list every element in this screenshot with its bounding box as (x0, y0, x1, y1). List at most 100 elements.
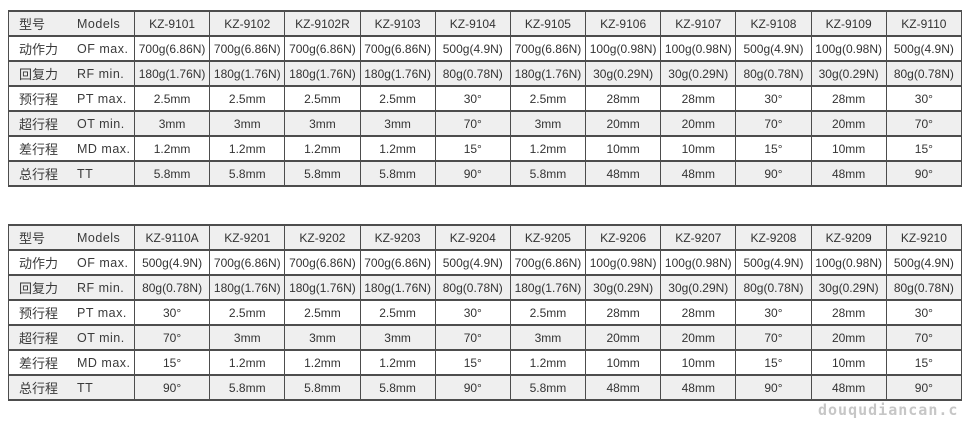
spec-value-cell: 500g(4.9N) (885, 249, 963, 276)
spec-value-cell: 100g(0.98N) (660, 35, 737, 62)
model-header-cell: KZ-9202 (284, 224, 361, 251)
row-label-cn: 总行程 (19, 381, 59, 396)
spec-value-cell: 80g(0.78N) (885, 60, 963, 87)
spec-value-cell: 500g(4.9N) (434, 35, 511, 62)
row-label-en: PT max. (77, 91, 127, 106)
spec-value-cell: 180g(1.76N) (209, 60, 286, 87)
row-label-cn: 型号 (19, 231, 46, 246)
model-header-cell: KZ-9208 (735, 224, 812, 251)
spec-row: 预行程 PT max. 30° 2.5mm 2.5mm 2.5mm 30° 2.5mm 28mm… (8, 299, 963, 326)
row-label-cell: 超行程 OT min. (8, 110, 135, 137)
spec-value-cell: 70° (735, 324, 812, 351)
spec-value-cell: 30g(0.29N) (810, 60, 887, 87)
spec-value-cell: 30° (434, 85, 511, 112)
model-header-cell: KZ-9108 (735, 10, 812, 37)
spec-value-cell: 1.2mm (284, 135, 361, 162)
model-header-cell: KZ-9103 (359, 10, 436, 37)
spec-value-cell: 2.5mm (359, 299, 436, 326)
spec-value-cell: 700g(6.86N) (133, 35, 211, 62)
row-label-en: Models (77, 230, 121, 245)
spec-value-cell: 500g(4.9N) (133, 249, 211, 276)
spec-value-cell: 15° (885, 135, 963, 162)
spec-value-cell: 5.8mm (209, 160, 286, 187)
spec-value-cell: 700g(6.86N) (284, 249, 361, 276)
spec-value-cell: 500g(4.9N) (735, 35, 812, 62)
spec-value-cell: 180g(1.76N) (284, 60, 361, 87)
model-header-cell: KZ-9107 (660, 10, 737, 37)
model-header-cell: KZ-9203 (359, 224, 436, 251)
spec-value-cell: 700g(6.86N) (209, 35, 286, 62)
spec-value-cell: 80g(0.78N) (885, 274, 963, 301)
spec-value-cell: 70° (434, 110, 511, 137)
spec-value-cell: 90° (434, 160, 511, 187)
spec-value-cell: 48mm (585, 160, 662, 187)
spec-value-cell: 100g(0.98N) (585, 249, 662, 276)
spec-value-cell: 10mm (660, 135, 737, 162)
row-label-wrap: 型号 Models (10, 228, 134, 247)
spec-value-cell: 28mm (810, 85, 887, 112)
row-label-cell: 动作力 OF max. (8, 35, 135, 62)
spec-value-cell: 15° (735, 349, 812, 376)
spec-value-cell: 80g(0.78N) (133, 274, 211, 301)
spec-value-cell: 15° (133, 349, 211, 376)
row-label-wrap: 回复力 RF min. (10, 64, 134, 83)
spec-value-cell: 100g(0.98N) (585, 35, 662, 62)
spec-value-cell: 90° (133, 374, 211, 401)
model-header-cell: KZ-9205 (509, 224, 587, 251)
spec-value-cell: 30° (735, 85, 812, 112)
row-label-cn: 动作力 (19, 42, 59, 57)
spec-value-cell: 30g(0.29N) (585, 60, 662, 87)
row-label-en: OT min. (77, 116, 125, 131)
spec-row: 预行程 PT max. 2.5mm 2.5mm 2.5mm 2.5mm 30° 2.5mm 28… (8, 85, 963, 112)
row-label-wrap: 差行程 MD max. (10, 139, 134, 158)
spec-value-cell: 20mm (810, 324, 887, 351)
row-label-wrap: 动作力 OF max. (10, 253, 134, 272)
spec-value-cell: 5.8mm (359, 374, 436, 401)
spec-value-cell: 30° (133, 299, 211, 326)
model-header-cell: KZ-9106 (585, 10, 662, 37)
spec-table-kz9110a-9210: 型号 Models KZ-9110A KZ-9201 KZ-9202 KZ-9203 KZ-… (8, 224, 963, 401)
row-label-wrap: 超行程 OT min. (10, 114, 134, 133)
row-label-en: PT max. (77, 305, 127, 320)
spec-value-cell: 100g(0.98N) (810, 249, 887, 276)
row-label-wrap: 预行程 PT max. (10, 303, 134, 322)
spec-value-cell: 2.5mm (284, 299, 361, 326)
row-label-wrap: 回复力 RF min. (10, 278, 134, 297)
row-label-cn: 超行程 (19, 331, 59, 346)
spec-value-cell: 30g(0.29N) (585, 274, 662, 301)
spec-value-cell: 70° (885, 110, 963, 137)
spec-value-cell: 3mm (509, 110, 587, 137)
spec-value-cell: 500g(4.9N) (735, 249, 812, 276)
spec-value-cell: 70° (133, 324, 211, 351)
spec-row: 动作力 OF max. 500g(4.9N) 700g(6.86N) 700g(6.86… (8, 249, 963, 276)
row-label-cell: 型号 Models (8, 224, 135, 251)
spec-table-kz9101-9110: 型号 Models KZ-9101 KZ-9102 KZ-9102R KZ-9103 KZ-… (8, 10, 963, 187)
row-label-wrap: 超行程 OT min. (10, 328, 134, 347)
row-label-en: Models (77, 16, 121, 31)
model-header-cell: KZ-9102 (209, 10, 286, 37)
spec-value-cell: 15° (735, 135, 812, 162)
spec-value-cell: 3mm (209, 324, 286, 351)
spec-value-cell: 100g(0.98N) (810, 35, 887, 62)
spec-row: 动作力 OF max. 700g(6.86N) 700g(6.86N) 700g(6.8… (8, 35, 963, 62)
row-label-en: OF max. (77, 41, 129, 56)
spec-value-cell: 3mm (209, 110, 286, 137)
spec-value-cell: 3mm (284, 324, 361, 351)
model-header-cell: KZ-9201 (209, 224, 286, 251)
spec-value-cell: 80g(0.78N) (434, 60, 511, 87)
spec-value-cell: 700g(6.86N) (509, 35, 587, 62)
spec-value-cell: 48mm (810, 160, 887, 187)
row-label-cn: 回复力 (19, 67, 59, 82)
row-label-cell: 动作力 OF max. (8, 249, 135, 276)
row-label-cell: 型号 Models (8, 10, 135, 37)
spec-value-cell: 48mm (660, 374, 737, 401)
spec-value-cell: 20mm (660, 324, 737, 351)
spec-value-cell: 10mm (810, 135, 887, 162)
spec-value-cell: 2.5mm (509, 299, 587, 326)
model-header-cell: KZ-9102R (284, 10, 361, 37)
spec-value-cell: 5.8mm (284, 160, 361, 187)
row-label-cn: 预行程 (19, 92, 59, 107)
spec-value-cell: 3mm (359, 324, 436, 351)
spec-value-cell: 48mm (660, 160, 737, 187)
